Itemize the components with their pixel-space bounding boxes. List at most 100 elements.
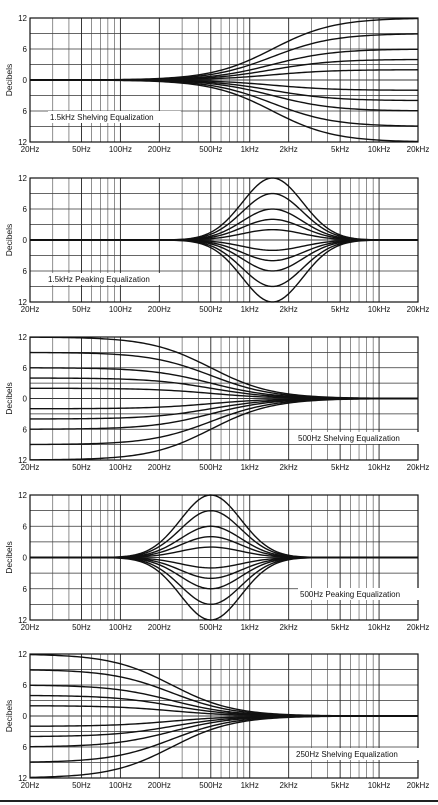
y-axis-label: Decibels <box>4 541 14 574</box>
response-curve <box>30 33 419 81</box>
page-bottom-rule <box>0 800 438 802</box>
y-axis-label: Decibels <box>4 382 14 415</box>
y-tick-label: 6 <box>23 585 28 594</box>
x-tick-label: 10kHz <box>368 781 391 790</box>
y-tick-label: 6 <box>23 425 28 434</box>
chart-title: 500Hz Peaking Equalization <box>300 590 400 599</box>
y-tick-label: 0 <box>23 76 28 85</box>
x-tick-label: 2kHz <box>280 781 298 790</box>
x-tick-label: 100Hz <box>109 781 132 790</box>
x-tick-label: 10kHz <box>368 145 391 154</box>
y-axis-label: Decibels <box>4 64 14 97</box>
response-curve <box>29 669 418 717</box>
y-tick-label: 6 <box>23 205 28 214</box>
response-curve <box>30 239 418 303</box>
response-curve <box>29 715 418 779</box>
response-curve <box>29 79 419 143</box>
response-curve <box>30 509 418 559</box>
x-tick-label: 20kHz <box>407 623 430 632</box>
x-tick-label: 500Hz <box>199 623 222 632</box>
x-tick-label: 20Hz <box>21 145 40 154</box>
title-backing <box>48 111 181 123</box>
y-tick-label: 6 <box>23 364 28 373</box>
y-tick-label: 12 <box>18 456 27 465</box>
response-curve <box>29 351 418 400</box>
y-tick-label: 6 <box>23 107 28 116</box>
y-tick-label: 12 <box>18 491 27 500</box>
y-axis-label: Decibels <box>4 224 14 257</box>
response-curve <box>30 556 418 569</box>
x-tick-label: 5kHz <box>331 145 349 154</box>
x-tick-label: 100Hz <box>109 463 132 472</box>
title-backing <box>294 748 423 760</box>
response-curve <box>30 535 418 559</box>
x-tick-label: 100Hz <box>109 145 132 154</box>
x-tick-label: 500Hz <box>199 463 222 472</box>
x-tick-label: 10kHz <box>368 623 391 632</box>
chart-title: 1.5kHz Shelving Equalization <box>50 113 154 122</box>
x-tick-label: 2kHz <box>280 305 298 314</box>
y-tick-label: 0 <box>23 554 28 563</box>
x-tick-label: 200Hz <box>148 463 171 472</box>
x-tick-label: 1kHz <box>241 463 259 472</box>
y-tick-label: 0 <box>23 712 28 721</box>
y-tick-label: 0 <box>23 395 28 404</box>
x-tick-label: 50Hz <box>72 781 91 790</box>
y-tick-label: 6 <box>23 681 28 690</box>
title-backing <box>46 273 175 285</box>
x-tick-label: 20kHz <box>407 305 430 314</box>
x-tick-label: 20kHz <box>407 781 430 790</box>
y-tick-label: 12 <box>18 774 27 783</box>
y-tick-label: 6 <box>23 267 28 276</box>
x-tick-label: 50Hz <box>72 305 91 314</box>
x-tick-label: 5kHz <box>331 463 349 472</box>
x-tick-label: 500Hz <box>199 305 222 314</box>
x-tick-label: 1kHz <box>241 623 259 632</box>
x-tick-label: 5kHz <box>331 781 349 790</box>
x-tick-label: 10kHz <box>368 463 391 472</box>
y-tick-label: 12 <box>18 14 27 23</box>
x-tick-label: 1kHz <box>241 781 259 790</box>
y-tick-label: 12 <box>18 298 27 307</box>
x-tick-label: 200Hz <box>148 781 171 790</box>
chart-title: 250Hz Shelving Equalization <box>296 750 398 759</box>
x-tick-label: 500Hz <box>199 145 222 154</box>
x-tick-label: 5kHz <box>331 305 349 314</box>
x-tick-label: 200Hz <box>148 145 171 154</box>
x-tick-label: 50Hz <box>72 145 91 154</box>
x-tick-label: 200Hz <box>148 305 171 314</box>
y-tick-label: 12 <box>18 650 27 659</box>
x-tick-label: 1kHz <box>241 145 259 154</box>
x-tick-label: 100Hz <box>109 305 132 314</box>
x-tick-label: 200Hz <box>148 623 171 632</box>
y-tick-label: 12 <box>18 138 27 147</box>
x-tick-label: 1kHz <box>241 305 259 314</box>
response-curve <box>30 192 418 241</box>
response-curve <box>30 556 418 621</box>
y-axis-label: Decibels <box>4 700 14 733</box>
x-tick-label: 5kHz <box>331 623 349 632</box>
x-tick-label: 2kHz <box>280 463 298 472</box>
x-tick-label: 2kHz <box>280 145 298 154</box>
x-tick-label: 20Hz <box>21 781 40 790</box>
x-tick-label: 50Hz <box>72 463 91 472</box>
title-backing <box>296 432 425 444</box>
x-tick-label: 20kHz <box>407 463 430 472</box>
x-tick-label: 10kHz <box>368 305 391 314</box>
y-tick-label: 12 <box>18 616 27 625</box>
y-tick-label: 6 <box>23 45 28 54</box>
x-tick-label: 2kHz <box>280 623 298 632</box>
y-tick-label: 6 <box>23 522 28 531</box>
x-tick-label: 20Hz <box>21 623 40 632</box>
chart-title: 500Hz Shelving Equalization <box>298 434 400 443</box>
y-tick-label: 12 <box>18 174 27 183</box>
x-tick-label: 20Hz <box>21 305 40 314</box>
x-tick-label: 500Hz <box>199 781 222 790</box>
y-tick-label: 6 <box>23 743 28 752</box>
